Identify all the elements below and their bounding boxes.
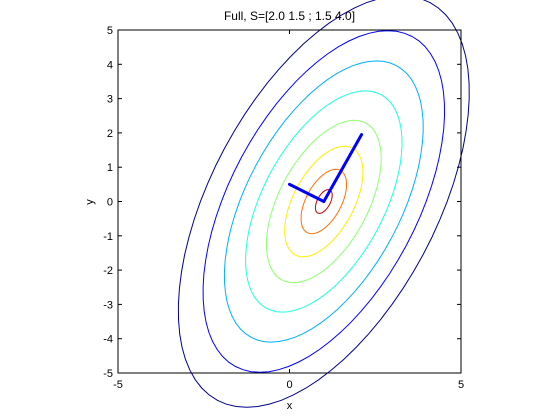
contour-line-0 [177, 0, 470, 408]
y-tick-label: 3 [107, 94, 113, 106]
contour-group [177, 0, 470, 408]
contour-line-2 [223, 60, 424, 343]
plot-background [118, 30, 461, 373]
contour-line-4 [265, 119, 382, 284]
x-axis-label: x [287, 400, 293, 412]
y-tick-label: 1 [107, 162, 113, 174]
contour-line-6 [300, 168, 347, 235]
y-tick-label: 5 [107, 25, 113, 37]
contour-line-1 [202, 30, 446, 373]
tick-group: -5 0 5 -5 -4 -3 -2 -1 0 1 2 3 4 5 [103, 25, 464, 391]
y-axis-label: y [84, 199, 96, 205]
eigenvector-line-0 [322, 133, 364, 203]
y-tick-label: -2 [103, 265, 113, 277]
y-tick-label: -1 [103, 231, 113, 243]
eigenvector-line-1 [288, 182, 326, 203]
y-tick-label: -4 [103, 334, 113, 346]
y-tick-label: 4 [107, 59, 113, 71]
y-tick-label: 0 [107, 197, 113, 209]
x-tick-label: 0 [286, 379, 292, 391]
contour-line-7 [314, 189, 333, 214]
y-tick-label: -3 [103, 299, 113, 311]
x-tick-label: 5 [458, 379, 464, 391]
chart-title: Full, S=[2.0 1.5 ; 1.5 4.0] [224, 9, 355, 23]
y-tick-label: 2 [107, 128, 113, 140]
contour-line-3 [245, 90, 403, 313]
x-tick-label: -5 [113, 379, 123, 391]
eigenvector-group [288, 133, 364, 203]
y-tick-label: -5 [103, 368, 113, 380]
contour-line-5 [284, 145, 364, 258]
